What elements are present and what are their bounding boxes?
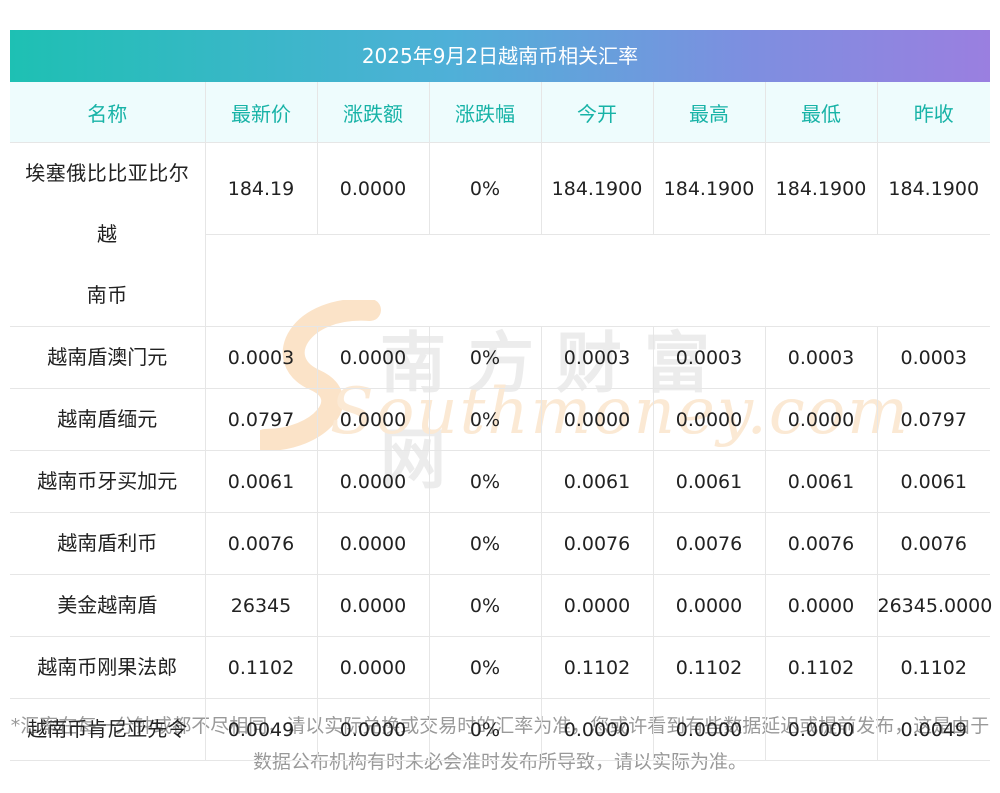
table-header-row: 名称 最新价 涨跌额 涨跌幅 今开 最高 最低 昨收 xyxy=(10,82,990,143)
cell-change: 0.0000 xyxy=(317,698,430,761)
cell-change-pct: 0% xyxy=(429,388,542,451)
cell-prev-close: 0.0797 xyxy=(877,388,990,451)
cell-open: 184.1900 xyxy=(541,142,654,235)
cell-open: 0.0076 xyxy=(541,512,654,575)
table-row: 埃塞俄比比亚比尔越南币 184.19 0.0000 0% 184.1900 18… xyxy=(10,142,990,327)
cell-change-pct: 0% xyxy=(429,142,542,235)
cell-change: 0.0000 xyxy=(317,326,430,389)
cell-change-pct: 0% xyxy=(429,512,542,575)
cell-latest: 0.0003 xyxy=(205,326,318,389)
cell-low: 0.0000 xyxy=(765,574,878,637)
row-name: 埃塞俄比比亚比尔越南币 xyxy=(10,142,206,327)
cell-latest: 184.19 xyxy=(205,142,318,235)
cell-high: 184.1900 xyxy=(653,142,766,235)
cell-change: 0.0000 xyxy=(317,450,430,513)
cell-change: 0.0000 xyxy=(317,512,430,575)
exchange-rate-table: 名称 最新价 涨跌额 涨跌幅 今开 最高 最低 昨收 埃塞俄比比亚比尔越南币 1… xyxy=(10,82,992,761)
cell-open: 0.0000 xyxy=(541,388,654,451)
row-name-line2: 南币 xyxy=(86,283,128,307)
row-name: 越南币牙买加元 xyxy=(10,450,206,513)
cell-latest: 0.1102 xyxy=(205,636,318,699)
header-change-pct: 涨跌幅 xyxy=(429,82,542,143)
table-row: 美金越南盾 26345 0.0000 0% 0.0000 0.0000 0.00… xyxy=(10,574,992,637)
row-name: 越南币刚果法郎 xyxy=(10,636,206,699)
rates-panel: 2025年9月2日越南币相关汇率 名称 最新价 涨跌额 涨跌幅 今开 最高 最低… xyxy=(10,30,992,761)
empty-cell xyxy=(205,234,990,327)
header-change: 涨跌额 xyxy=(317,82,430,143)
cell-open: 0.0000 xyxy=(541,574,654,637)
cell-prev-close: 26345.0000 xyxy=(877,574,992,637)
row-name: 美金越南盾 xyxy=(10,574,206,637)
header-low: 最低 xyxy=(765,82,878,143)
cell-change-pct: 0% xyxy=(429,574,542,637)
row-name: 越南币肯尼亚先令 xyxy=(10,698,206,761)
cell-low: 0.1102 xyxy=(765,636,878,699)
cell-high: 0.0076 xyxy=(653,512,766,575)
cell-high: 0.0003 xyxy=(653,326,766,389)
cell-prev-close: 0.0003 xyxy=(877,326,990,389)
cell-prev-close: 0.1102 xyxy=(877,636,990,699)
cell-prev-close: 0.0061 xyxy=(877,450,990,513)
cell-prev-close: 0.0049 xyxy=(877,698,990,761)
header-open: 今开 xyxy=(541,82,654,143)
cell-low: 184.1900 xyxy=(765,142,878,235)
cell-change: 0.0000 xyxy=(317,142,430,235)
header-latest: 最新价 xyxy=(205,82,318,143)
row-name: 越南盾澳门元 xyxy=(10,326,206,389)
cell-low: 0.0076 xyxy=(765,512,878,575)
cell-open: 0.1102 xyxy=(541,636,654,699)
table-title: 2025年9月2日越南币相关汇率 xyxy=(10,30,990,82)
cell-change-pct: 0% xyxy=(429,636,542,699)
cell-change-pct: 0% xyxy=(429,326,542,389)
cell-change-pct: 0% xyxy=(429,698,542,761)
cell-latest: 0.0797 xyxy=(205,388,318,451)
cell-low: 0.0061 xyxy=(765,450,878,513)
header-high: 最高 xyxy=(653,82,766,143)
table-row: 越南盾缅元 0.0797 0.0000 0% 0.0000 0.0000 0.0… xyxy=(10,388,990,451)
cell-open: 0.0061 xyxy=(541,450,654,513)
cell-latest: 26345 xyxy=(205,574,318,637)
table-row: 越南币肯尼亚先令 0.0049 0.0000 0% 0.0000 0.0000 … xyxy=(10,698,990,761)
cell-low: 0.0003 xyxy=(765,326,878,389)
cell-high: 0.1102 xyxy=(653,636,766,699)
cell-latest: 0.0076 xyxy=(205,512,318,575)
cell-change: 0.0000 xyxy=(317,574,430,637)
row-name-line1: 埃塞俄比比亚比尔越 xyxy=(25,161,190,246)
table-row: 越南币牙买加元 0.0061 0.0000 0% 0.0061 0.0061 0… xyxy=(10,450,990,513)
cell-latest: 0.0049 xyxy=(205,698,318,761)
cell-low: 0.0000 xyxy=(765,698,878,761)
cell-latest: 0.0061 xyxy=(205,450,318,513)
row-name: 越南盾缅元 xyxy=(10,388,206,451)
cell-prev-close: 184.1900 xyxy=(877,142,990,235)
header-prev-close: 昨收 xyxy=(877,82,990,143)
table-row: 越南盾澳门元 0.0003 0.0000 0% 0.0003 0.0003 0.… xyxy=(10,326,990,389)
cell-prev-close: 0.0076 xyxy=(877,512,990,575)
table-row: 越南币刚果法郎 0.1102 0.0000 0% 0.1102 0.1102 0… xyxy=(10,636,990,699)
table-row: 越南盾利币 0.0076 0.0000 0% 0.0076 0.0076 0.0… xyxy=(10,512,990,575)
cell-change-pct: 0% xyxy=(429,450,542,513)
cell-high: 0.0000 xyxy=(653,388,766,451)
row-name: 越南盾利币 xyxy=(10,512,206,575)
cell-change: 0.0000 xyxy=(317,388,430,451)
header-name: 名称 xyxy=(10,82,206,143)
cell-open: 0.0003 xyxy=(541,326,654,389)
cell-high: 0.0000 xyxy=(653,698,766,761)
cell-change: 0.0000 xyxy=(317,636,430,699)
cell-low: 0.0000 xyxy=(765,388,878,451)
cell-open: 0.0000 xyxy=(541,698,654,761)
cell-high: 0.0000 xyxy=(653,574,766,637)
cell-high: 0.0061 xyxy=(653,450,766,513)
